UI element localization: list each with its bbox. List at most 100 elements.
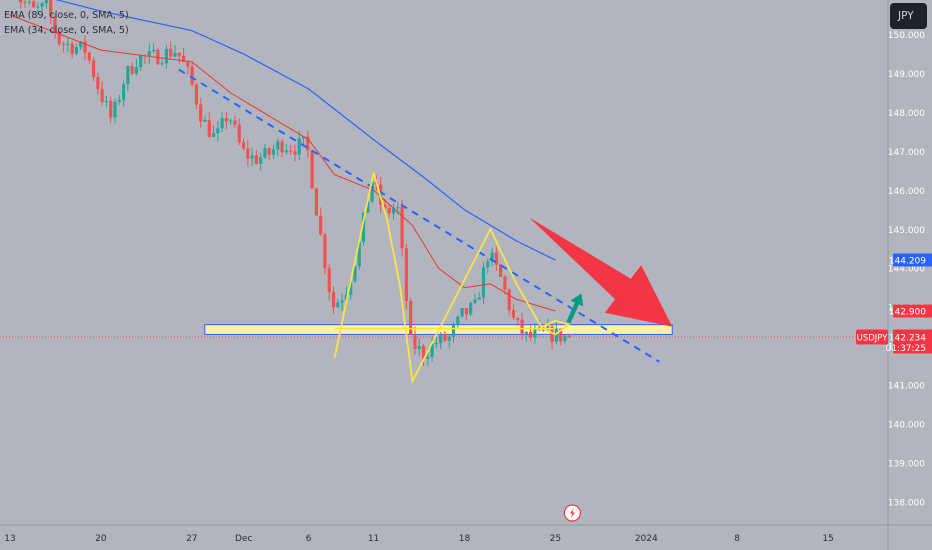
candle-body (254, 155, 258, 164)
candle-body (511, 310, 516, 318)
ema89-line[interactable] (10, 0, 556, 261)
candle-body (250, 155, 254, 159)
resistance-price-label: 142.900 (889, 308, 926, 318)
y-tick-label: 138.000 (888, 498, 925, 508)
y-tick-label: 139.000 (888, 459, 925, 469)
x-tick-label: 15 (822, 534, 833, 544)
candle-body (160, 63, 164, 65)
candle-body (169, 48, 173, 57)
candle-body (421, 345, 426, 359)
y-tick-label: 141.000 (888, 382, 925, 392)
candle-body (460, 308, 464, 317)
candle-body (233, 120, 237, 125)
ema34-line[interactable] (9, 14, 556, 312)
ema89-legend[interactable]: EMA (89, close, 0, SMA, 5) (4, 10, 129, 21)
candle-body (559, 328, 563, 342)
head-shoulders-pattern[interactable] (333, 172, 571, 385)
bearish-arrow[interactable] (529, 217, 673, 327)
candle-body (267, 148, 271, 155)
descending-trendline[interactable] (178, 68, 660, 363)
candle-body (301, 136, 306, 139)
ema34-legend[interactable]: EMA (34, close, 0, SMA, 5) (4, 25, 129, 36)
candle-body (229, 120, 233, 122)
candle-body (276, 141, 280, 150)
candle-body (203, 119, 207, 122)
candle-body (481, 267, 486, 298)
candle-body (134, 67, 139, 74)
candle-body (83, 41, 87, 53)
candle-body (486, 261, 490, 268)
x-tick-label: 8 (734, 534, 740, 544)
candle-body (49, 0, 53, 17)
candle-body (387, 208, 391, 214)
candle-body (280, 141, 284, 153)
candle-body (121, 84, 126, 100)
candle-body (336, 302, 340, 308)
x-tick-label: 6 (306, 534, 312, 544)
candle-body (319, 215, 323, 235)
candle-body (61, 43, 66, 45)
candle-body (494, 252, 498, 265)
bullish-arrow[interactable] (566, 293, 584, 324)
candle-body (490, 252, 494, 262)
candle-body (151, 49, 156, 52)
candle-body (211, 133, 216, 137)
candle-body (117, 99, 121, 102)
candle-body (100, 89, 104, 102)
candle-body (57, 31, 61, 44)
symbol-tag: USDJPY (857, 333, 889, 343)
current-price-bg (893, 329, 932, 354)
currency-button[interactable]: JPY (890, 3, 927, 29)
candle-body (74, 47, 79, 54)
countdown-label: 01:37:25 (886, 344, 926, 354)
candle-body (70, 43, 74, 54)
x-tick-label: 18 (459, 534, 471, 544)
x-tick-label: 25 (550, 534, 561, 544)
y-tick-label: 140.000 (888, 421, 925, 431)
candle-body (40, 3, 44, 7)
y-tick-label: 148.000 (888, 109, 925, 119)
candle-body (361, 212, 366, 242)
candle-body (439, 334, 443, 344)
candle-body (426, 356, 430, 359)
candle-body (237, 124, 241, 143)
resistance-price-label-bg (893, 304, 932, 318)
candle-body (391, 208, 396, 214)
candle-body (554, 328, 558, 342)
candle-body (177, 52, 181, 56)
candle-body (259, 157, 263, 164)
candle-body (520, 319, 524, 334)
current-price-label: 142.234 (889, 333, 926, 343)
x-tick-label: 27 (186, 534, 197, 544)
y-tick-label: 145.000 (888, 226, 925, 236)
candle-body (409, 301, 413, 335)
candle-body (430, 343, 434, 357)
candle-body (366, 201, 370, 213)
candle-body (207, 119, 211, 137)
candle-body (503, 276, 507, 290)
candle-body (186, 62, 190, 67)
candle-body (271, 149, 276, 155)
candle-body (456, 316, 460, 326)
candle-body (241, 142, 246, 149)
candle-body (297, 138, 301, 155)
candle-body (314, 188, 318, 216)
candle-body (353, 266, 357, 282)
candle-body (563, 335, 567, 342)
y-tick-label: 144.000 (888, 265, 925, 275)
candle-body (44, 0, 49, 4)
candle-body (23, 2, 27, 4)
candle-body (529, 331, 533, 338)
candle-body (451, 325, 456, 337)
candle-body (507, 289, 511, 311)
candle-body (357, 241, 361, 267)
candle-body (396, 207, 400, 209)
candle-body (36, 6, 40, 8)
candle-body (447, 336, 451, 341)
candle-body (293, 151, 297, 155)
candle-body (104, 101, 109, 103)
candle-body (413, 334, 417, 350)
candle-body (349, 281, 353, 295)
